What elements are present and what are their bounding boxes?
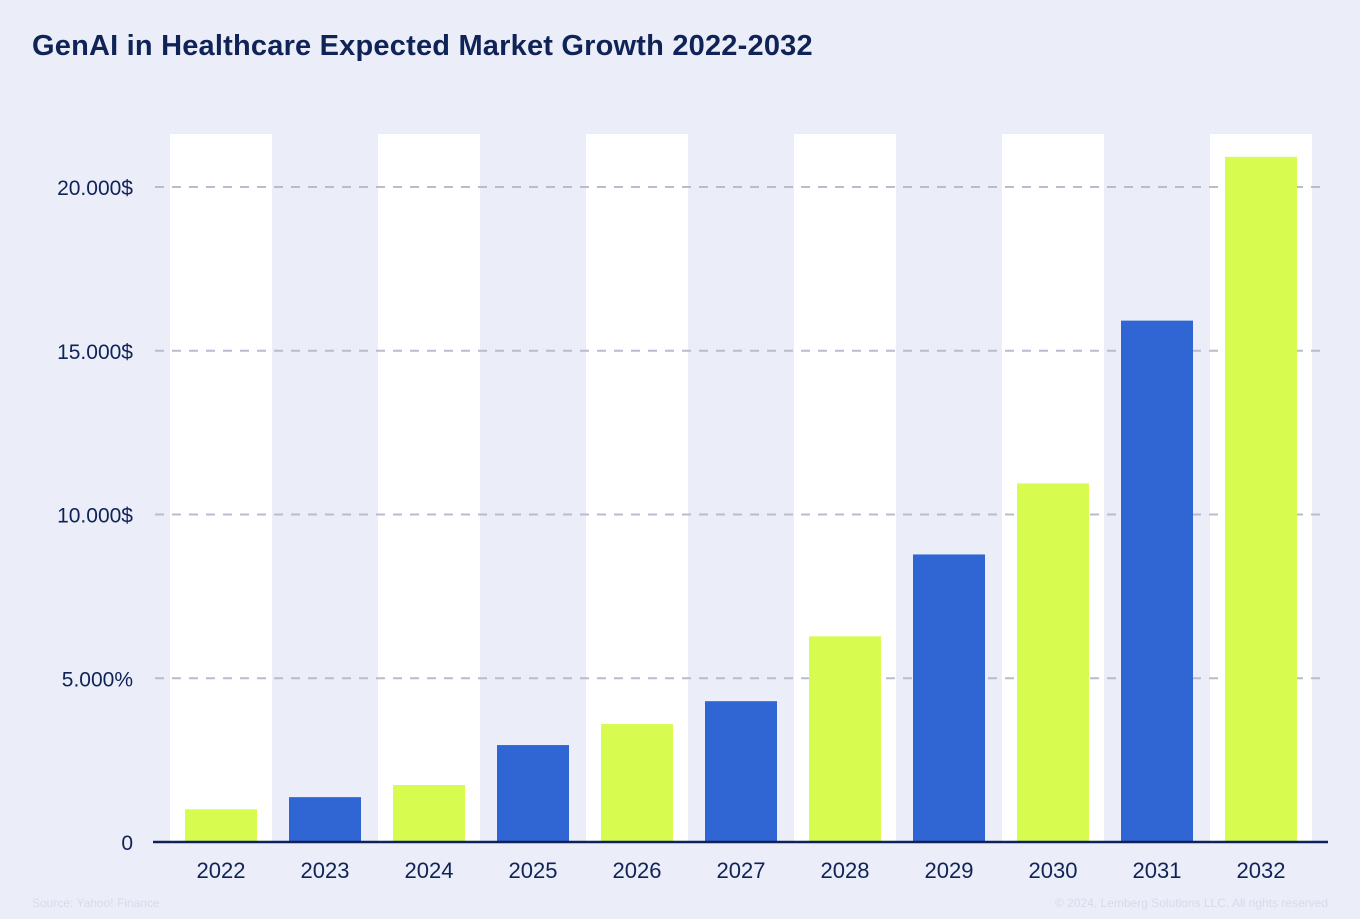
column-band [378, 134, 480, 842]
y-tick-label: 5.000% [62, 668, 133, 691]
x-tick-label: 2027 [717, 858, 766, 883]
y-tick-label: 15.000$ [57, 341, 133, 364]
x-tick-label: 2030 [1029, 858, 1078, 883]
bar-2023 [289, 797, 361, 842]
bar-2025 [497, 745, 569, 842]
bar-2031 [1121, 320, 1193, 842]
y-tick-label: 10.000$ [57, 505, 133, 528]
bar-2022 [185, 809, 257, 842]
chart-title: GenAI in Healthcare Expected Market Grow… [32, 30, 813, 62]
x-tick-label: 2029 [925, 858, 974, 883]
x-tick-label: 2024 [405, 858, 454, 883]
column-band [586, 134, 688, 842]
bar-2028 [809, 636, 881, 842]
x-tick-label: 2022 [197, 858, 246, 883]
y-tick-label: 0 [121, 832, 133, 855]
x-tick-label: 2031 [1133, 858, 1182, 883]
column-band [170, 134, 272, 842]
x-tick-label: 2025 [509, 858, 558, 883]
x-tick-label: 2026 [613, 858, 662, 883]
bar-2030 [1017, 483, 1089, 842]
x-tick-label: 2032 [1237, 858, 1286, 883]
bar-2027 [705, 701, 777, 842]
x-tick-label: 2023 [301, 858, 350, 883]
source-note: Source: Yahoo! Finance [32, 896, 160, 910]
x-tick-label: 2028 [821, 858, 870, 883]
bar-2026 [601, 724, 673, 842]
bar-2032 [1225, 156, 1297, 842]
copyright-note: © 2024, Lemberg Solutions LLC. All right… [1055, 896, 1328, 910]
y-tick-label: 20.000$ [57, 177, 133, 200]
bar-2024 [393, 785, 465, 842]
bar-2029 [913, 554, 985, 842]
